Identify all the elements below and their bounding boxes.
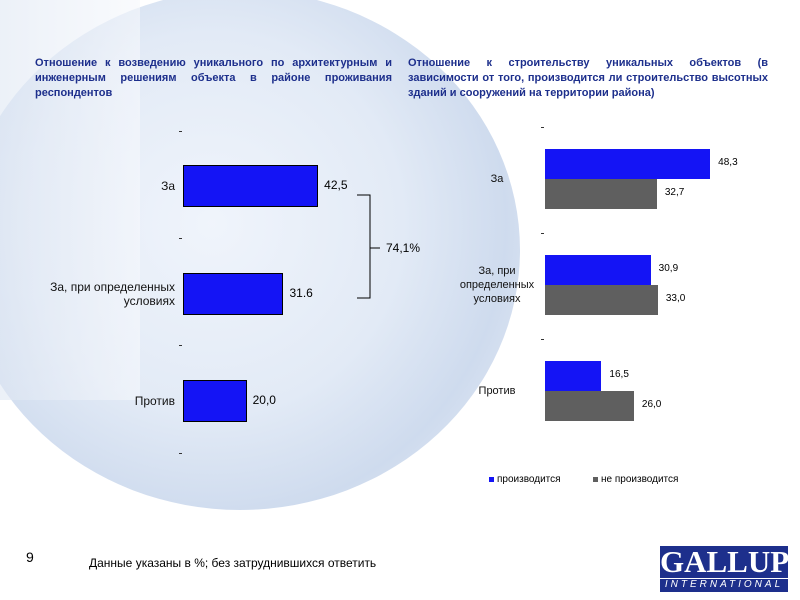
value-label: 30,9 bbox=[658, 263, 679, 274]
chart-title: Отношение к возведению уникального по ар… bbox=[35, 57, 392, 99]
bar bbox=[545, 361, 602, 391]
tick-dash bbox=[541, 339, 544, 340]
value-label: 33,0 bbox=[665, 293, 686, 304]
value-label: 20,0 bbox=[252, 393, 276, 407]
bar bbox=[183, 273, 284, 315]
value-label: 32,7 bbox=[664, 187, 685, 198]
bar bbox=[545, 285, 658, 315]
bar bbox=[545, 255, 651, 285]
bar bbox=[545, 179, 657, 209]
category-label: За, при определенных условиях bbox=[50, 280, 175, 308]
bar bbox=[183, 165, 319, 207]
tick-dash bbox=[541, 127, 544, 128]
bar bbox=[545, 149, 711, 179]
legend-label: не производится bbox=[601, 474, 679, 485]
tick-dash bbox=[179, 345, 182, 346]
value-label: 26,0 bbox=[641, 399, 662, 410]
category-label: Против bbox=[134, 394, 175, 408]
page-number: 9 bbox=[26, 549, 34, 565]
chart-title: Отношение к строительству уникальных объ… bbox=[408, 57, 768, 99]
legend-swatch bbox=[593, 477, 598, 482]
background-band bbox=[0, 0, 140, 400]
category-label: Против bbox=[478, 385, 516, 397]
value-label: 16,5 bbox=[609, 369, 629, 380]
logo-subtitle: INTERNATIONAL bbox=[660, 578, 788, 590]
bar bbox=[545, 391, 634, 421]
category-label: За bbox=[161, 179, 175, 193]
value-label: 42,5 bbox=[324, 178, 348, 192]
value-label: 31.6 bbox=[289, 286, 313, 300]
logo: GALLUP INTERNATIONAL bbox=[660, 544, 790, 592]
logo-name: GALLUP bbox=[660, 544, 790, 579]
value-label: 48,3 bbox=[718, 157, 738, 168]
tick-dash bbox=[179, 238, 182, 239]
tick-dash bbox=[541, 233, 544, 234]
category-label: За bbox=[490, 173, 504, 185]
legend-swatch bbox=[489, 477, 494, 482]
tick-dash bbox=[179, 131, 182, 132]
bar bbox=[183, 380, 247, 422]
annotation: 74,1% bbox=[386, 241, 421, 255]
category-label: За, при определенных условиях bbox=[459, 265, 535, 305]
legend-label: производится bbox=[497, 474, 561, 485]
footnote: Данные указаны в %; без затруднившихся о… bbox=[89, 556, 377, 570]
tick-dash bbox=[179, 453, 182, 454]
